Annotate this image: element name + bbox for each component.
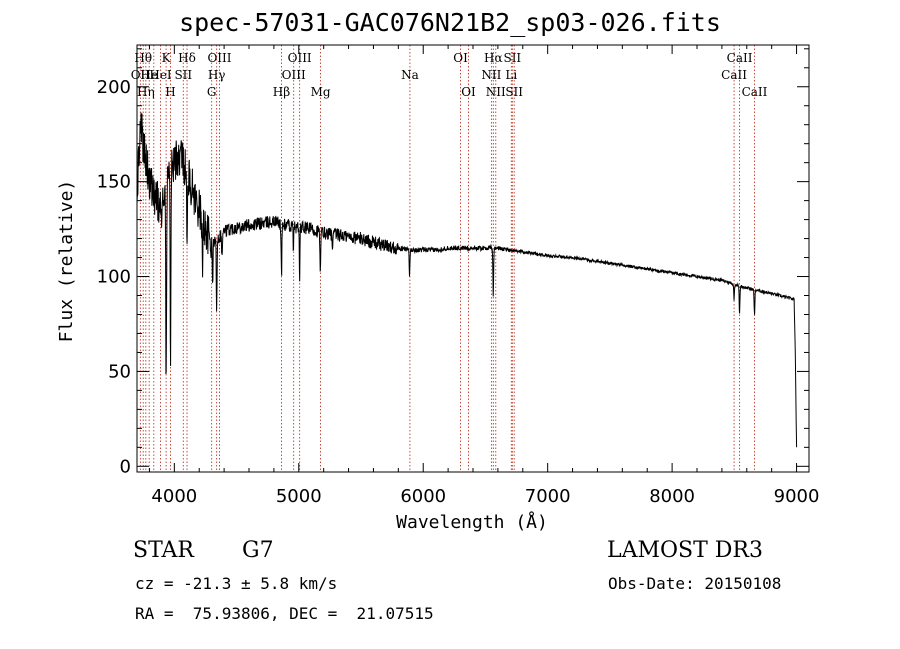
y-tick-label: 150: [97, 172, 131, 193]
line-marker-label: SII: [505, 85, 523, 99]
line-marker-label: Na: [401, 68, 419, 82]
line-marker-label: OI: [453, 51, 468, 65]
y-axis-ticks: 0 50 100 150 200: [97, 48, 809, 477]
x-tick-label: 9000: [774, 486, 820, 507]
y-tick-label: 0: [120, 456, 131, 477]
line-marker-label: Hη: [137, 85, 155, 99]
y-tick-label: 100: [97, 267, 131, 288]
chart-title: spec-57031-GAC076N21B2_sp03-026.fits: [179, 8, 721, 37]
line-marker-label: OI: [461, 85, 476, 99]
line-marker-label: OIII: [282, 68, 306, 82]
line-marker-label: Li: [505, 68, 517, 82]
survey-name: LAMOST DR3: [607, 538, 763, 563]
line-marker-label: K: [162, 51, 172, 65]
line-marker-label: Hγ: [208, 68, 226, 82]
line-marker-label: HeI: [149, 68, 172, 82]
x-axis-label: Wavelength (Å): [396, 511, 548, 533]
observation-date: Obs-Date: 20150108: [608, 574, 782, 593]
line-marker-label: CaII: [721, 68, 747, 82]
x-tick-label: 7000: [525, 486, 571, 507]
y-axis-label: Flux (relative): [56, 180, 77, 343]
line-marker-label: Hα: [484, 51, 503, 65]
line-marker-label: Mg: [311, 85, 331, 99]
line-marker-label: CaII: [742, 85, 768, 99]
line-marker-label: NII: [481, 68, 501, 82]
object-type: STAR: [133, 538, 194, 563]
line-marker-label: Hδ: [178, 51, 196, 65]
redshift-cz: cz = -21.3 ± 5.8 km/s: [135, 574, 338, 593]
line-marker-label: OII: [131, 68, 151, 82]
line-marker-label: G: [207, 85, 217, 99]
x-axis-ticks: 4000 5000 6000 7000 8000 9000: [148, 45, 820, 507]
line-marker-label: SII: [503, 51, 521, 65]
line-marker-label: OIII: [207, 51, 231, 65]
plot-frame: [136, 44, 810, 473]
ra-dec-coordinates: RA = 75.93806, DEC = 21.07515: [135, 604, 434, 623]
x-tick-label: 6000: [400, 486, 446, 507]
line-marker-label: OIII: [288, 51, 312, 65]
x-tick-label: 5000: [276, 486, 322, 507]
line-marker-label: Hβ: [273, 85, 290, 99]
line-marker-label: He: [140, 68, 158, 82]
line-marker-label: SII: [174, 68, 192, 82]
x-tick-label: 4000: [151, 486, 197, 507]
object-subclass: G7: [242, 538, 274, 563]
line-marker-label: H: [165, 85, 175, 99]
line-marker-label: Hθ: [134, 51, 152, 65]
x-tick-label: 8000: [649, 486, 695, 507]
line-markers: [139, 45, 755, 472]
line-marker-label: CaII: [727, 51, 753, 65]
line-marker-label: NII: [486, 85, 506, 99]
y-tick-label: 200: [97, 77, 131, 98]
spectrum-line: [136, 112, 798, 448]
y-tick-label: 50: [108, 361, 131, 382]
